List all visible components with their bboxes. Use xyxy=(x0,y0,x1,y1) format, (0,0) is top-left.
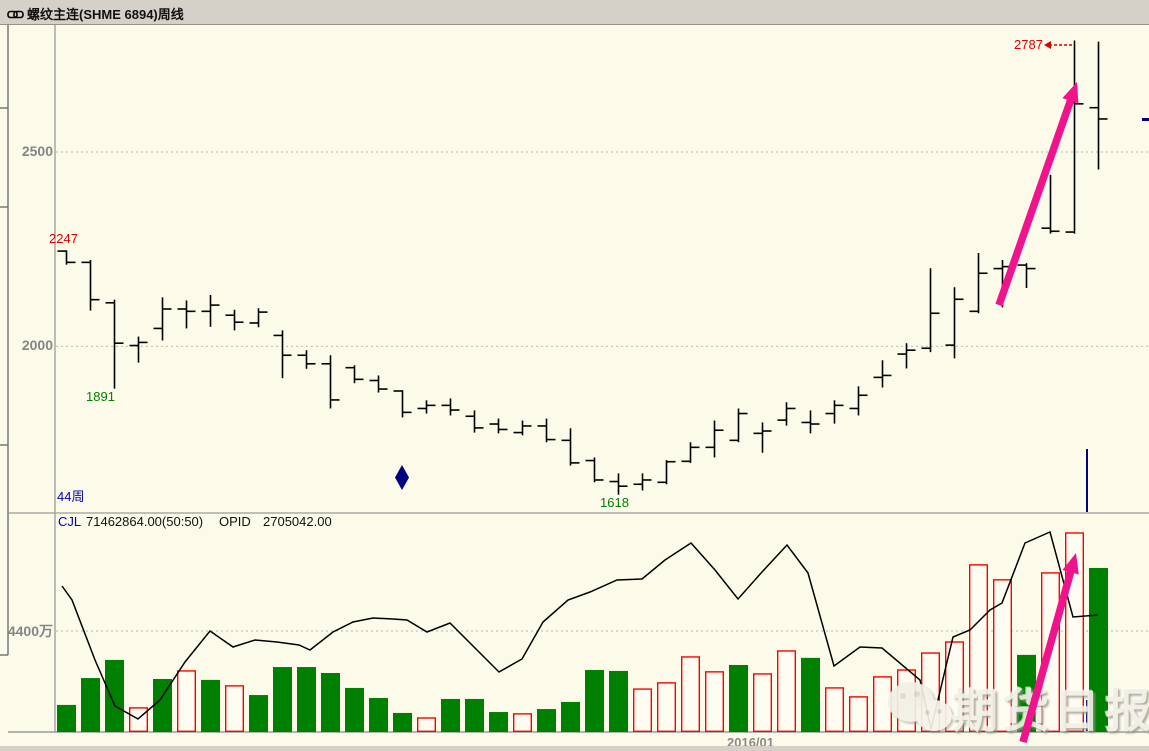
volume-bar xyxy=(176,670,196,733)
volume-bar xyxy=(297,667,316,732)
period-label: 44周 xyxy=(57,489,85,504)
volume-bar xyxy=(441,698,460,732)
price-tick-2500: 2500 xyxy=(21,143,53,159)
chart-area: 2500 2000 4400万 2016/01 2247 1891 1618 2… xyxy=(0,25,1149,751)
opid-label: OPID xyxy=(219,514,251,529)
indicator-name[interactable]: CJL xyxy=(58,514,82,529)
volume-bar xyxy=(128,707,148,733)
volume-bar xyxy=(321,673,340,732)
watermark: 期货日报 xyxy=(880,660,1149,751)
volume-bar xyxy=(753,673,773,733)
window-bottom-edge xyxy=(0,746,1149,751)
link-icon xyxy=(7,7,24,19)
volume-bar xyxy=(224,685,244,733)
volume-bar xyxy=(1089,567,1108,732)
volume-bar xyxy=(729,664,748,732)
volume-bar xyxy=(825,687,845,733)
volume-bar xyxy=(993,579,1013,733)
volume-bar xyxy=(393,712,412,732)
volume-bar xyxy=(705,671,725,733)
volume-tick-4400w: 4400万 xyxy=(7,623,53,639)
volume-bar xyxy=(57,704,76,732)
volume-bars xyxy=(57,532,1108,733)
gridlines xyxy=(56,151,1149,632)
volume-bar xyxy=(969,564,989,733)
indicator-readout-row: CJL 71462864.00(50:50) OPID 2705042.00 xyxy=(0,514,1149,531)
window-titlebar[interactable]: 螺纹主连(SHME 6894)周线 xyxy=(0,0,1149,25)
annotation-first-high: 2247 xyxy=(49,231,78,246)
volume-bar xyxy=(465,698,484,732)
opid-value: 2705042.00 xyxy=(263,514,332,529)
watermark-text: 期货日报 xyxy=(952,685,1149,737)
volume-bar xyxy=(105,659,124,732)
volume-bar xyxy=(81,678,100,732)
chart-canvas[interactable] xyxy=(0,25,1149,751)
wechat-logo-icon xyxy=(888,682,958,742)
chart-markers xyxy=(395,118,1149,731)
volume-bar xyxy=(489,712,508,732)
volume-bar xyxy=(417,717,437,732)
volume-bar xyxy=(657,682,677,732)
annotation-peak-2787: 2787 xyxy=(1014,37,1043,52)
volume-bar xyxy=(249,695,268,732)
volume-bar xyxy=(681,656,701,733)
volume-bar xyxy=(777,650,797,732)
diamond-marker xyxy=(395,465,409,490)
volume-bar xyxy=(609,670,628,732)
volume-bar xyxy=(273,667,292,732)
volume-bar xyxy=(633,688,653,733)
indicator-value: 71462864.00(50:50) xyxy=(86,514,204,529)
volume-bar xyxy=(369,698,388,732)
volume-bar xyxy=(345,687,364,732)
window-title: 螺纹主连(SHME 6894)周线 xyxy=(27,7,184,22)
volume-bar xyxy=(513,713,533,732)
price-tick-2000: 2000 xyxy=(21,337,53,353)
price-bars xyxy=(57,40,1108,495)
annotation-low-1618: 1618 xyxy=(600,495,629,510)
volume-bar xyxy=(801,657,820,732)
volume-bar xyxy=(561,701,580,732)
current-price-dash xyxy=(1142,118,1149,121)
volume-bar xyxy=(849,696,869,732)
volume-bar xyxy=(153,678,172,732)
volume-bar xyxy=(537,709,556,732)
annotation-low-1891: 1891 xyxy=(86,389,115,404)
volume-bar xyxy=(201,679,220,732)
volume-bar xyxy=(585,670,604,732)
